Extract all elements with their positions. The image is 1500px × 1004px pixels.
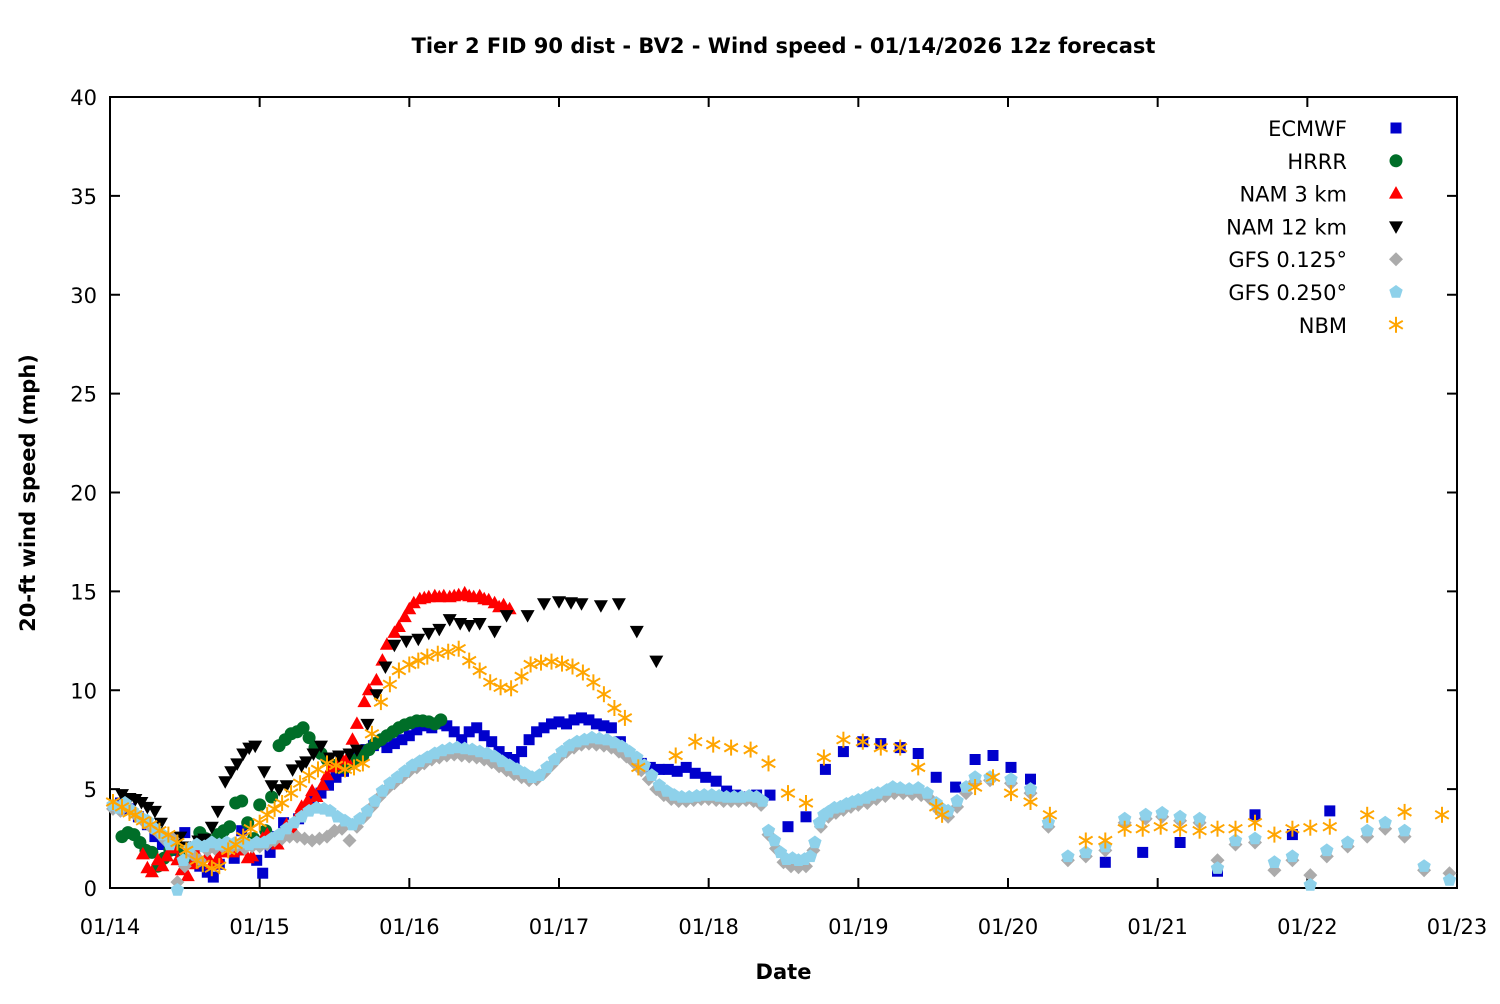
legend-marker-triangle-down-icon <box>1389 221 1403 234</box>
x-tick-label: 01/23 <box>1427 915 1488 939</box>
y-tick-label: 10 <box>70 679 97 703</box>
y-tick-label: 0 <box>84 877 97 901</box>
y-tick-label: 30 <box>70 284 97 308</box>
legend-label: NBM <box>1299 314 1347 338</box>
x-tick-label: 01/17 <box>529 915 590 939</box>
x-tick-label: 01/21 <box>1127 915 1188 939</box>
legend-label: GFS 0.250° <box>1228 281 1347 305</box>
axis-tick-labels: 01/14 01/15 01/16 01/17 01/18 01/19 01/20 01/21… <box>70 86 1487 939</box>
legend-item-gfs-0-250-: GFS 0.250° <box>1228 281 1403 305</box>
legend-marker-circle-icon <box>1389 154 1403 168</box>
axis-ticks <box>109 96 1458 889</box>
legend-label: NAM 12 km <box>1226 215 1347 239</box>
legend-label: HRRR <box>1287 150 1347 174</box>
legend-marker-pentagon-icon <box>1389 285 1403 298</box>
legend-marker-asterisk-icon <box>1388 316 1404 333</box>
legend-item-gfs-0-125-: GFS 0.125° <box>1228 248 1403 272</box>
legend-item-hrrr: HRRR <box>1287 150 1403 174</box>
legend-item-ecmwf: ECMWF <box>1268 117 1402 141</box>
legend-marker-triangle-up-icon <box>1389 186 1403 199</box>
legend-item-nam-3-km: NAM 3 km <box>1239 183 1403 207</box>
legend-item-nbm: NBM <box>1299 314 1404 338</box>
x-tick-label: 01/22 <box>1277 915 1338 939</box>
y-tick-label: 20 <box>70 482 97 506</box>
x-axis-label: Date <box>755 960 812 984</box>
x-tick-label: 01/15 <box>229 915 290 939</box>
y-tick-label: 35 <box>70 185 97 209</box>
x-tick-label: 01/18 <box>678 915 739 939</box>
legend-marker-diamond-icon <box>1389 252 1403 267</box>
y-tick-label: 25 <box>70 383 97 407</box>
x-tick-label: 01/16 <box>379 915 440 939</box>
legend-label: ECMWF <box>1268 117 1347 141</box>
legend-label: GFS 0.125° <box>1228 248 1347 272</box>
series-nbm <box>105 640 1450 877</box>
legend-item-nam-12-km: NAM 12 km <box>1226 215 1403 239</box>
y-tick-label: 15 <box>70 580 97 604</box>
x-tick-label: 01/14 <box>80 915 141 939</box>
x-tick-label: 01/19 <box>828 915 889 939</box>
y-axis-label: 20-ft wind speed (mph) <box>16 354 40 632</box>
y-tick-label: 5 <box>84 778 97 802</box>
legend-marker-square-icon <box>1390 122 1402 134</box>
chart-title: Tier 2 FID 90 dist - BV2 - Wind speed - … <box>411 34 1156 58</box>
x-tick-label: 01/20 <box>978 915 1039 939</box>
y-tick-label: 40 <box>70 86 97 110</box>
legend-label: NAM 3 km <box>1239 183 1347 207</box>
legend: ECMWF HRRR NAM 3 km NAM 12 km GFS 0.125° GFS … <box>1226 117 1404 338</box>
